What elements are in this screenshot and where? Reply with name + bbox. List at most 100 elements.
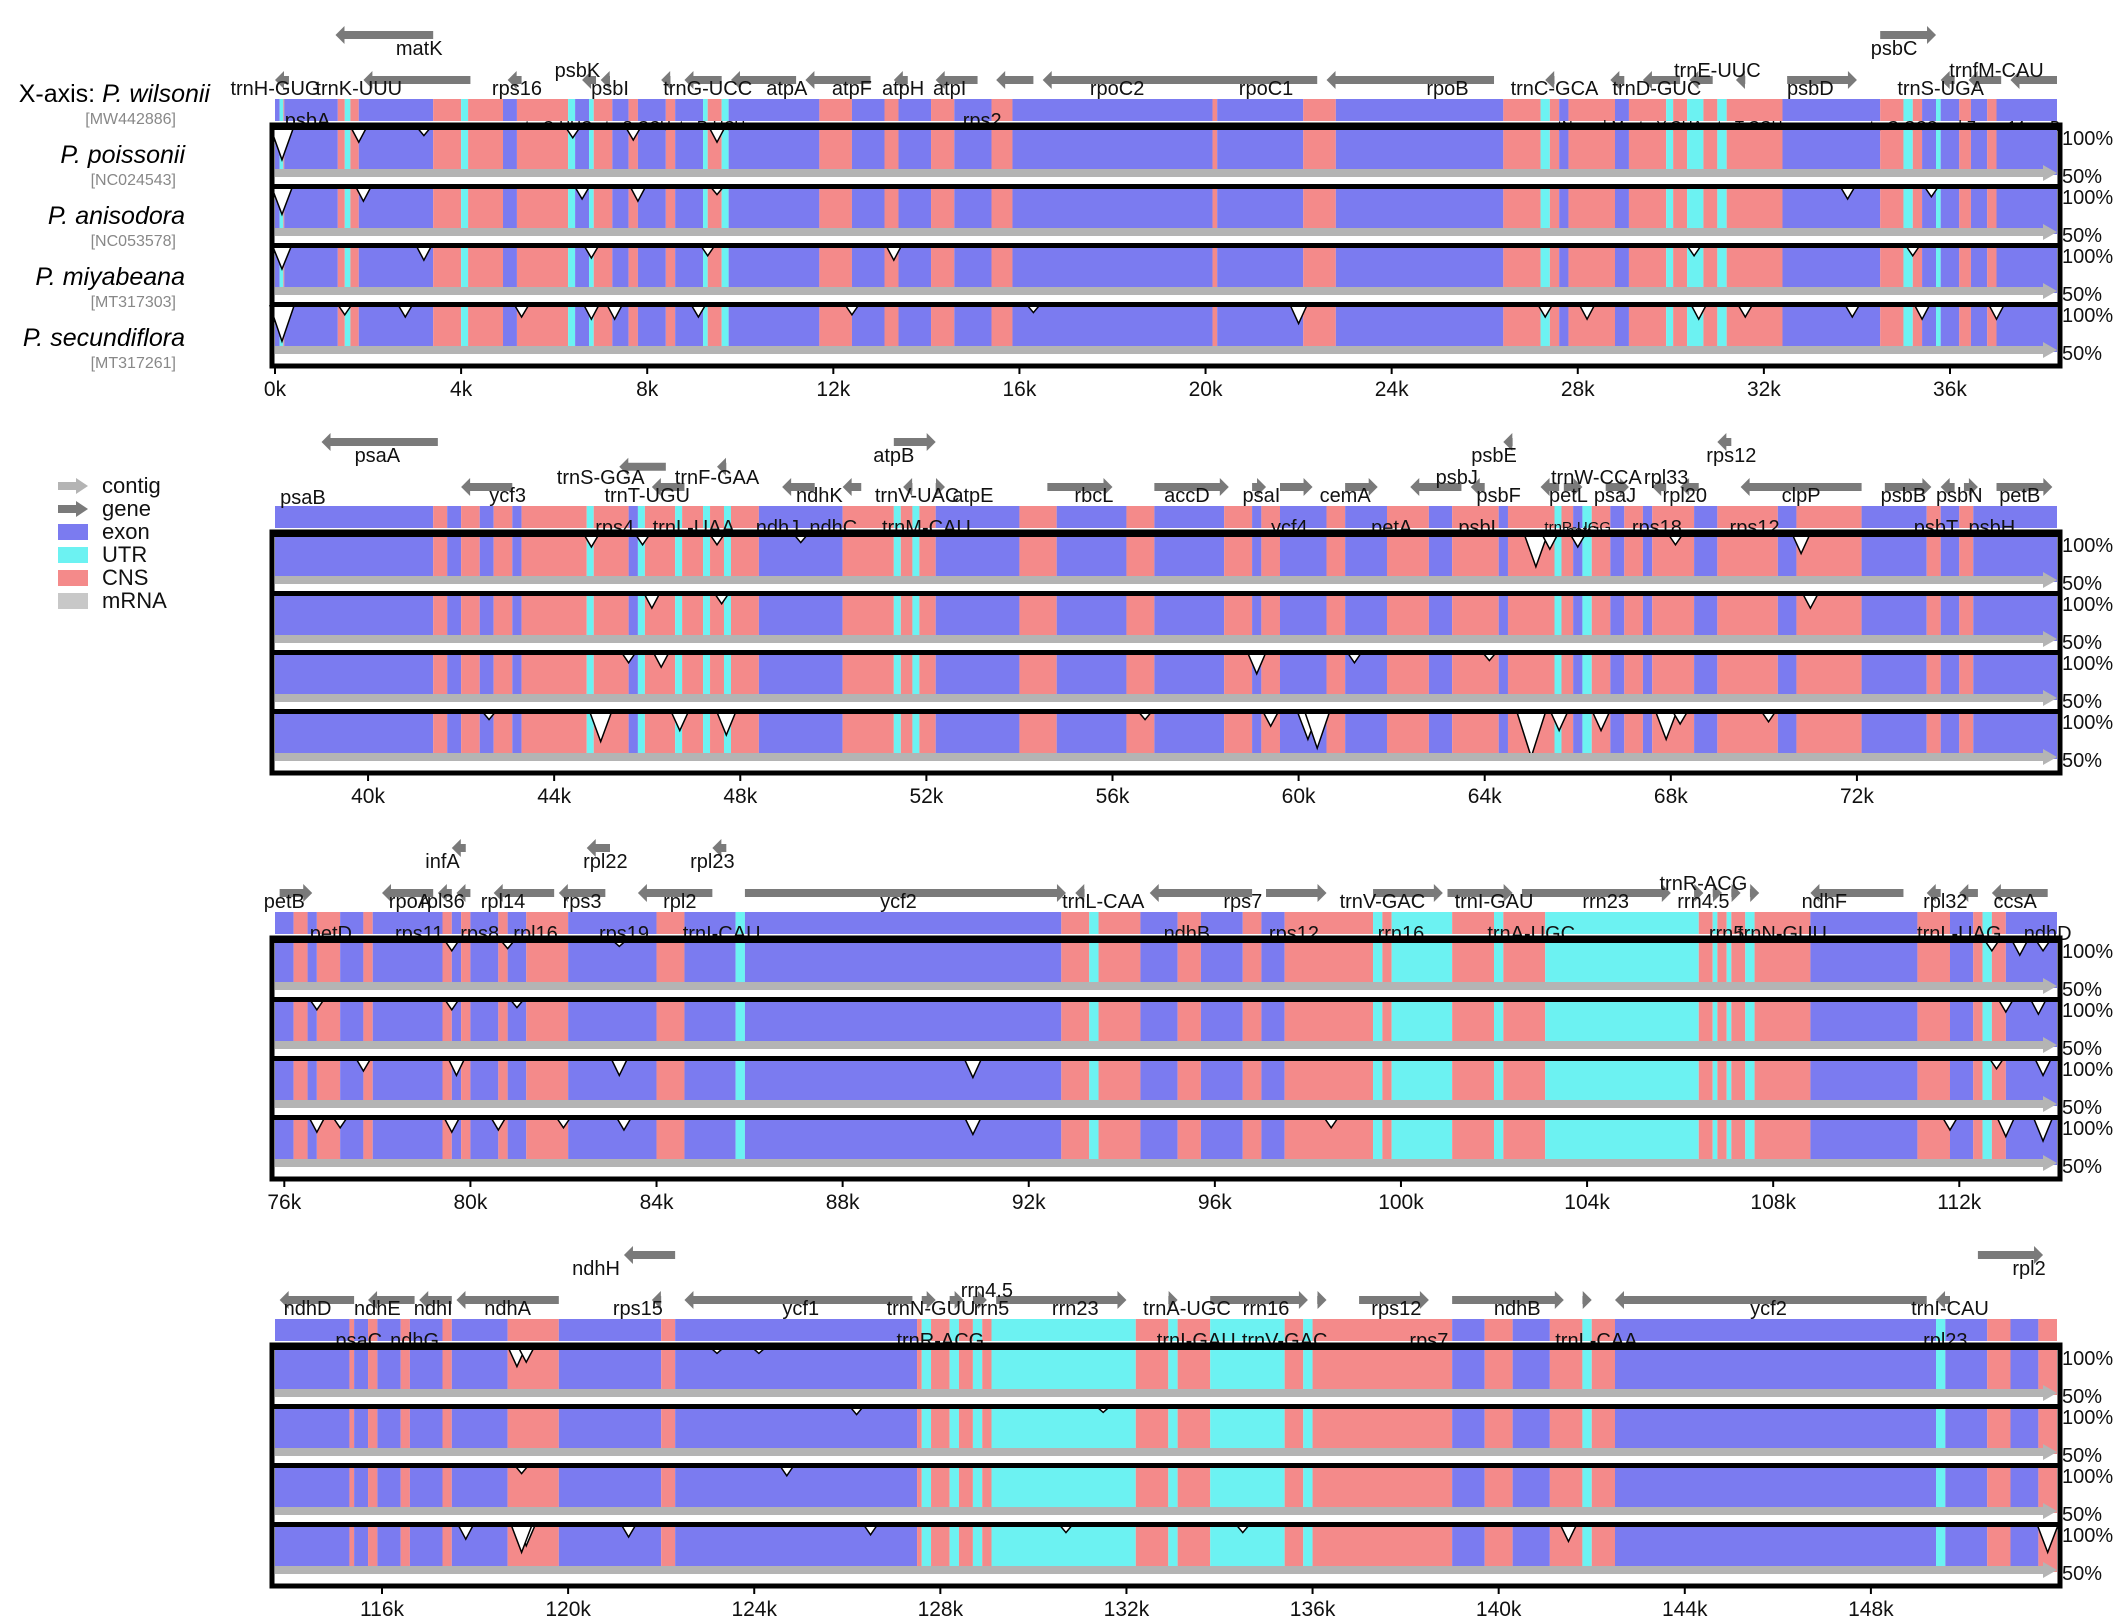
conservation-region <box>884 306 899 352</box>
legend-label-exon: exon <box>102 518 150 544</box>
conservation-region <box>842 536 894 582</box>
conservation-region <box>1687 129 1704 175</box>
conservation-region <box>1484 1349 1513 1395</box>
conservation-region <box>1452 1408 1485 1454</box>
gene-label: trnK-UUU <box>315 78 402 100</box>
conservation-region <box>1880 188 1904 234</box>
gene-arrow <box>744 884 1066 902</box>
conservation-region <box>1212 306 1218 352</box>
conservation-region <box>637 188 666 234</box>
legend-label-mrna: mRNA <box>102 587 167 613</box>
contig-arrow <box>275 1562 2057 1578</box>
conservation-region <box>1987 247 1997 293</box>
conservation-region <box>451 1526 508 1572</box>
conservation-region <box>512 595 522 641</box>
conservation-region <box>1126 536 1155 582</box>
conservation-region <box>1642 713 1653 759</box>
conservation-region <box>575 188 590 234</box>
annotation-region <box>1212 99 1218 121</box>
conservation-region <box>1777 595 1797 641</box>
gene-arrow <box>637 884 713 902</box>
gene-label: atpA <box>766 78 808 100</box>
contig-arrow <box>275 1444 2057 1460</box>
conservation-region <box>1703 188 1718 234</box>
conservation-region <box>1168 1526 1178 1572</box>
conservation-region <box>991 306 1013 352</box>
conservation-region <box>377 1526 401 1572</box>
xtick-label: 100k <box>1378 1191 1424 1214</box>
annotation-region <box>1712 912 1718 934</box>
conservation-region <box>433 595 448 641</box>
gene-arrow <box>1652 478 1667 496</box>
gene-arrow <box>1936 1291 1950 1309</box>
conservation-region <box>1224 654 1253 700</box>
conservation-region <box>1540 129 1550 175</box>
gene-arrow <box>842 478 862 496</box>
conservation-region <box>675 536 683 582</box>
conservation-region <box>1628 188 1667 234</box>
annotation-region <box>293 912 308 934</box>
gene-label: rps12 <box>1371 1298 1421 1320</box>
conservation-region <box>1089 942 1099 988</box>
row-top-line <box>272 184 2060 189</box>
annotation-region <box>1936 1319 1946 1341</box>
annotation-region <box>637 506 645 528</box>
annotation-region <box>521 506 587 528</box>
annotation-region <box>1498 506 1508 528</box>
conservation-region <box>1861 536 1927 582</box>
conservation-region <box>275 188 280 234</box>
conservation-region <box>954 188 992 234</box>
conservation-region <box>1561 536 1574 582</box>
gene-arrow <box>2010 71 2057 89</box>
conservation-region <box>1745 1119 1755 1165</box>
conservation-region <box>316 942 341 988</box>
conservation-region <box>1694 654 1718 700</box>
annotation-region <box>1452 1319 1485 1341</box>
conservation-region <box>898 129 932 175</box>
conservation-region <box>919 536 936 582</box>
gene-arrow <box>1452 1291 1564 1309</box>
conservation-region <box>1098 1060 1141 1106</box>
conservation-region <box>470 1060 499 1106</box>
annotation-region <box>1200 912 1243 934</box>
conservation-region <box>1303 1526 1313 1572</box>
conservation-region <box>758 595 843 641</box>
conservation-region <box>1098 1119 1141 1165</box>
conservation-region <box>1903 247 1913 293</box>
gene-label: rpl2 <box>2012 1258 2045 1280</box>
annotation-region <box>723 506 731 528</box>
conservation-region <box>1391 1119 1453 1165</box>
conservation-region <box>661 1408 676 1454</box>
conservation-region <box>1224 595 1253 641</box>
conservation-region <box>1549 1467 1583 1513</box>
conservation-region <box>1284 1349 1304 1395</box>
conservation-region <box>589 188 594 234</box>
gene-label: atpF <box>832 78 872 100</box>
conservation-region <box>900 654 913 700</box>
conservation-region <box>1217 247 1304 293</box>
annotation-region <box>991 99 1013 121</box>
conservation-region <box>819 129 852 175</box>
conservation-region <box>1917 942 1950 988</box>
conservation-region <box>1698 1060 1713 1106</box>
annotation-region <box>1703 99 1718 121</box>
conservation-region <box>758 713 843 759</box>
conservation-region <box>1154 654 1225 700</box>
gene-arrow <box>782 478 815 496</box>
species-name: P. miyabeana <box>35 263 185 291</box>
annotation-region <box>507 1319 559 1341</box>
conservation-region <box>1903 306 1913 352</box>
conservation-region <box>1242 942 1262 988</box>
conservation-region <box>442 1349 452 1395</box>
gene-arrow <box>1042 71 1318 89</box>
conservation-region <box>493 536 513 582</box>
annotation-region <box>675 1319 918 1341</box>
conservation-region <box>1652 595 1695 641</box>
annotation-region <box>493 506 513 528</box>
annotation-region <box>1484 1319 1513 1341</box>
conservation-region <box>917 1467 922 1513</box>
gene-label: rpl22 <box>583 851 627 873</box>
conservation-region <box>1498 654 1508 700</box>
annotation-region <box>447 506 462 528</box>
